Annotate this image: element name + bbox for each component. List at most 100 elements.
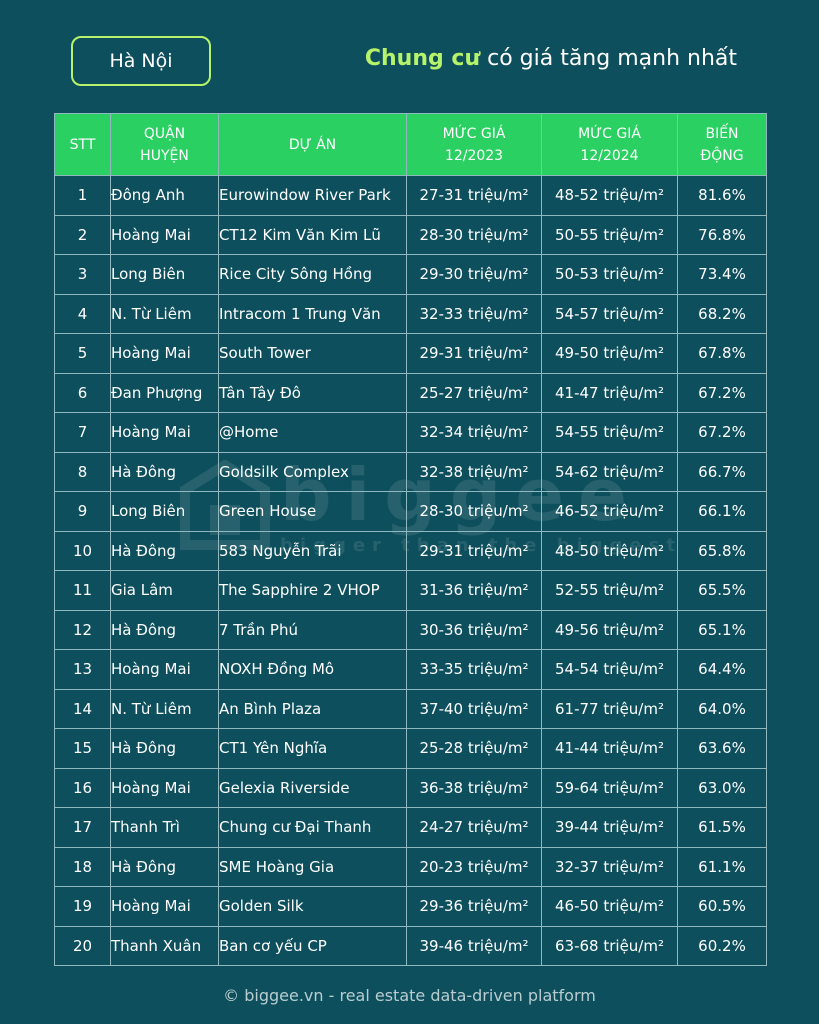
cell-price-2023: 25-27 triệu/m²	[406, 372, 542, 413]
table-body: 1 Đông Anh Eurowindow River Park 27-31 triệ…	[54, 175, 767, 966]
cell-district: Hoàng Mai	[110, 767, 219, 808]
cell-district: Hoàng Mai	[110, 412, 219, 453]
cell-change: 60.2%	[677, 925, 767, 966]
cell-stt: 18	[54, 846, 111, 887]
cell-price-2023: 39-46 triệu/m²	[406, 925, 542, 966]
cell-price-2024: 32-37 triệu/m²	[541, 846, 678, 887]
cell-project: CT1 Yên Nghĩa	[218, 728, 407, 769]
cell-district: N. Từ Liêm	[110, 293, 219, 334]
cell-district: Hà Đông	[110, 846, 219, 887]
cell-district: Hà Đông	[110, 451, 219, 492]
column-header-line2: 12/2023	[444, 147, 504, 164]
cell-price-2023: 29-31 triệu/m²	[406, 333, 542, 374]
cell-district: Hoàng Mai	[110, 333, 219, 374]
table-row: 5 Hoàng Mai South Tower 29-31 triệu/m² 49-50…	[54, 333, 767, 374]
cell-price-2023: 36-38 triệu/m²	[406, 767, 542, 808]
cell-change: 81.6%	[677, 175, 767, 216]
cell-project: 7 Trần Phú	[218, 609, 407, 650]
cell-district: Long Biên	[110, 491, 219, 532]
cell-project: Chung cư Đại Thanh	[218, 807, 407, 848]
table-row: 1 Đông Anh Eurowindow River Park 27-31 triệ…	[54, 175, 767, 216]
cell-district: Thanh Xuân	[110, 925, 219, 966]
cell-project: Eurowindow River Park	[218, 175, 407, 216]
table-row: 15 Hà Đông CT1 Yên Nghĩa 25-28 triệu/m² 41-4…	[54, 728, 767, 769]
cell-stt: 1	[54, 175, 111, 216]
cell-price-2024: 41-47 triệu/m²	[541, 372, 678, 413]
cell-price-2024: 49-56 triệu/m²	[541, 609, 678, 650]
cell-price-2023: 29-30 triệu/m²	[406, 254, 542, 295]
cell-change: 64.0%	[677, 688, 767, 729]
cell-project: South Tower	[218, 333, 407, 374]
cell-project: Gelexia Riverside	[218, 767, 407, 808]
cell-project: An Bình Plaza	[218, 688, 407, 729]
cell-price-2024: 39-44 triệu/m²	[541, 807, 678, 848]
cell-price-2024: 48-50 triệu/m²	[541, 530, 678, 571]
cell-stt: 9	[54, 491, 111, 532]
cell-price-2023: 29-36 triệu/m²	[406, 886, 542, 927]
cell-stt: 14	[54, 688, 111, 729]
cell-price-2023: 32-33 triệu/m²	[406, 293, 542, 334]
table-row: 9 Long Biên Green House 28-30 triệu/m² 46-52…	[54, 491, 767, 532]
column-header-district: QUẬN HUYỆN	[110, 113, 219, 176]
table-row: 17 Thanh Trì Chung cư Đại Thanh 24-27 triệu…	[54, 807, 767, 848]
table-header-row: STT QUẬN HUYỆN DỰ ÁN MỨC GIÁ 12/2023 MỨC GIÁ 12…	[54, 113, 767, 176]
table-row: 4 N. Từ Liêm Intracom 1 Trung Văn 32-33 tri…	[54, 293, 767, 334]
cell-change: 68.2%	[677, 293, 767, 334]
cell-price-2024: 41-44 triệu/m²	[541, 728, 678, 769]
table-row: 13 Hoàng Mai NOXH Đồng Mô 33-35 triệu/m² 54-…	[54, 649, 767, 690]
table-row: 3 Long Biên Rice City Sông Hồng 29-30 triệu…	[54, 254, 767, 295]
column-header-line1: DỰ ÁN	[288, 136, 337, 153]
cell-price-2023: 24-27 triệu/m²	[406, 807, 542, 848]
column-header-line1: MỨC GIÁ	[578, 125, 641, 142]
cell-project: Rice City Sông Hồng	[218, 254, 407, 295]
cell-price-2024: 54-54 triệu/m²	[541, 649, 678, 690]
column-header-project: DỰ ÁN	[218, 113, 407, 176]
cell-price-2023: 28-30 triệu/m²	[406, 491, 542, 532]
cell-project: Tân Tây Đô	[218, 372, 407, 413]
cell-district: N. Từ Liêm	[110, 688, 219, 729]
city-label: Hà Nội	[109, 50, 173, 72]
cell-project: SME Hoàng Gia	[218, 846, 407, 887]
cell-price-2024: 46-50 triệu/m²	[541, 886, 678, 927]
cell-stt: 8	[54, 451, 111, 492]
cell-change: 65.1%	[677, 609, 767, 650]
cell-project: CT12 Kim Văn Kim Lũ	[218, 214, 407, 255]
cell-stt: 11	[54, 570, 111, 611]
cell-district: Thanh Trì	[110, 807, 219, 848]
cell-stt: 2	[54, 214, 111, 255]
column-header-price-2023: MỨC GIÁ 12/2023	[406, 113, 542, 176]
cell-change: 63.6%	[677, 728, 767, 769]
cell-stt: 3	[54, 254, 111, 295]
cell-price-2023: 32-38 triệu/m²	[406, 451, 542, 492]
cell-project: @Home	[218, 412, 407, 453]
cell-stt: 4	[54, 293, 111, 334]
cell-change: 67.2%	[677, 372, 767, 413]
cell-change: 63.0%	[677, 767, 767, 808]
cell-change: 65.5%	[677, 570, 767, 611]
cell-district: Hà Đông	[110, 530, 219, 571]
cell-project: Intracom 1 Trung Văn	[218, 293, 407, 334]
cell-price-2023: 28-30 triệu/m²	[406, 214, 542, 255]
column-header-line1: BIẾN	[705, 125, 739, 142]
table-row: 11 Gia Lâm The Sapphire 2 VHOP 31-36 triệu/…	[54, 570, 767, 611]
cell-change: 60.5%	[677, 886, 767, 927]
footer-credit: © biggee.vn - real estate data-driven pl…	[223, 986, 596, 1005]
cell-price-2024: 46-52 triệu/m²	[541, 491, 678, 532]
cell-stt: 12	[54, 609, 111, 650]
cell-project: Ban cơ yếu CP	[218, 925, 407, 966]
cell-price-2024: 54-57 triệu/m²	[541, 293, 678, 334]
table-row: 10 Hà Đông 583 Nguyễn Trãi 29-31 triệu/m² 48…	[54, 530, 767, 571]
cell-change: 67.8%	[677, 333, 767, 374]
title-highlight: Chung cư	[364, 46, 481, 71]
table-row: 12 Hà Đông 7 Trần Phú 30-36 triệu/m² 49-56 t…	[54, 609, 767, 650]
cell-change: 64.4%	[677, 649, 767, 690]
cell-district: Đông Anh	[110, 175, 219, 216]
cell-stt: 17	[54, 807, 111, 848]
table-row: 2 Hoàng Mai CT12 Kim Văn Kim Lũ 28-30 triệu…	[54, 214, 767, 255]
cell-stt: 16	[54, 767, 111, 808]
cell-project: Goldsilk Complex	[218, 451, 407, 492]
cell-district: Hoàng Mai	[110, 214, 219, 255]
cell-change: 67.2%	[677, 412, 767, 453]
cell-price-2023: 33-35 triệu/m²	[406, 649, 542, 690]
cell-price-2023: 29-31 triệu/m²	[406, 530, 542, 571]
